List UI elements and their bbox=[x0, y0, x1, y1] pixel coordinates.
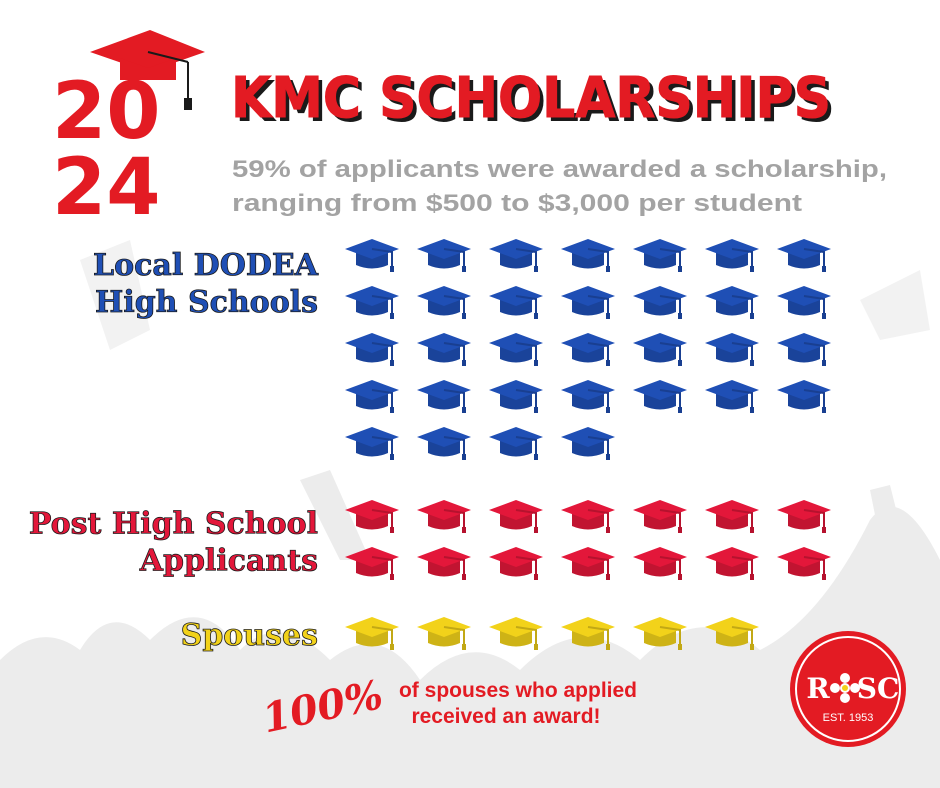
cap-icon bbox=[489, 547, 543, 580]
footnote-line: of spouses who applied bbox=[399, 679, 637, 702]
cap-icon bbox=[345, 239, 399, 272]
cap-icon bbox=[345, 427, 399, 460]
cap-icon bbox=[633, 380, 687, 413]
subtitle: 59% of applicants were awarded a scholar… bbox=[232, 156, 887, 183]
cap-icon bbox=[705, 500, 759, 533]
cap-icon bbox=[705, 333, 759, 366]
cap-icon bbox=[345, 500, 399, 533]
cap-icon bbox=[417, 286, 471, 319]
cap-icon bbox=[345, 333, 399, 366]
cap-icon bbox=[489, 286, 543, 319]
cap-icon bbox=[705, 547, 759, 580]
cap-icon bbox=[561, 239, 615, 272]
cap-icon bbox=[633, 500, 687, 533]
cap-icon bbox=[777, 333, 831, 366]
cap-icon bbox=[489, 427, 543, 460]
cap-icon bbox=[633, 239, 687, 272]
logo-text: R bbox=[806, 672, 830, 705]
group-label: High Schools bbox=[95, 285, 318, 320]
cap-icon bbox=[633, 617, 687, 650]
cap-icon bbox=[489, 239, 543, 272]
cap-icon bbox=[561, 380, 615, 413]
group-label: Applicants bbox=[139, 544, 318, 579]
cap-icon bbox=[417, 380, 471, 413]
cap-icon bbox=[561, 427, 615, 460]
cap-icon bbox=[489, 333, 543, 366]
cap-icon bbox=[417, 239, 471, 272]
cap-icon bbox=[561, 617, 615, 650]
subtitle: ranging from $500 to $3,000 per student bbox=[232, 190, 802, 217]
cap-icon bbox=[561, 547, 615, 580]
cap-icon bbox=[777, 286, 831, 319]
cap-icon bbox=[561, 333, 615, 366]
cap-icon bbox=[489, 617, 543, 650]
group: Spouses bbox=[180, 617, 759, 653]
cap-icon bbox=[633, 286, 687, 319]
cap-icon bbox=[489, 500, 543, 533]
cap-icon bbox=[705, 286, 759, 319]
cap-icon bbox=[345, 547, 399, 580]
cap-icon bbox=[417, 500, 471, 533]
cap-icon bbox=[345, 617, 399, 650]
cap-icon bbox=[417, 617, 471, 650]
background-silhouettes bbox=[0, 240, 940, 788]
cap-icon bbox=[345, 380, 399, 413]
year-bottom: 24 bbox=[52, 143, 161, 233]
cap-icon bbox=[417, 547, 471, 580]
cap-icon bbox=[705, 617, 759, 650]
cap-icon bbox=[777, 239, 831, 272]
cap-icon bbox=[777, 380, 831, 413]
cap-icon bbox=[633, 547, 687, 580]
logo-text: SC bbox=[857, 672, 900, 705]
year-top: 20 bbox=[52, 67, 161, 157]
cap-icon bbox=[705, 239, 759, 272]
cap-icon bbox=[417, 333, 471, 366]
title: KMC SCHOLARSHIPS bbox=[231, 66, 831, 131]
cap-icon bbox=[561, 286, 615, 319]
title-shadow: KMC SCHOLARSHIPS bbox=[235, 70, 835, 135]
cap-icon bbox=[633, 333, 687, 366]
cap-icon bbox=[489, 380, 543, 413]
cap-icon bbox=[561, 500, 615, 533]
group-label: Local DODEA bbox=[93, 248, 319, 283]
cap-icon bbox=[777, 547, 831, 580]
year-cap bbox=[90, 30, 205, 110]
cap-icon bbox=[345, 286, 399, 319]
footnote-line: received an award! bbox=[411, 705, 600, 728]
cap-icon bbox=[777, 500, 831, 533]
cap-icon bbox=[417, 427, 471, 460]
group-label: Post High School bbox=[29, 507, 318, 542]
logo: R SC EST. 1953 bbox=[790, 631, 906, 747]
logo-established: EST. 1953 bbox=[823, 712, 874, 724]
cap-icon bbox=[705, 380, 759, 413]
group-label: Spouses bbox=[181, 618, 318, 653]
